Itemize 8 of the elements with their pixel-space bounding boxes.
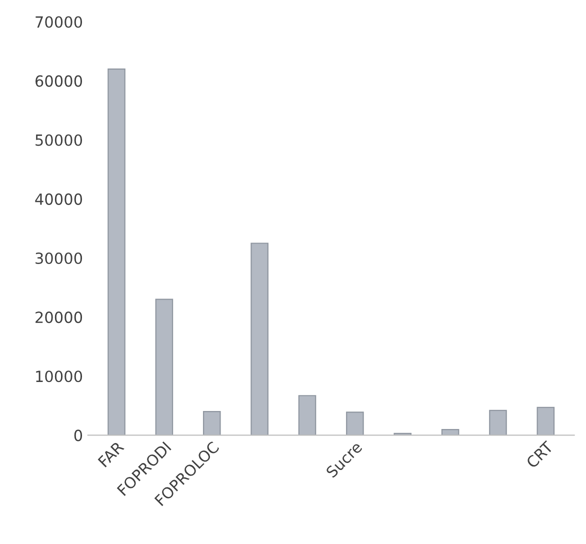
y-tick-label: 40000 xyxy=(35,193,82,205)
y-tick-label: 70000 xyxy=(36,16,82,28)
y-tick-label: 30000 xyxy=(36,252,82,264)
y-tick-label: 0 xyxy=(74,430,82,442)
y-tick-label: 20000 xyxy=(36,312,82,324)
y-tick-label: 60000 xyxy=(36,75,82,87)
y-tick-label: 50000 xyxy=(36,134,82,146)
y-tick-label: 10000 xyxy=(36,370,82,382)
